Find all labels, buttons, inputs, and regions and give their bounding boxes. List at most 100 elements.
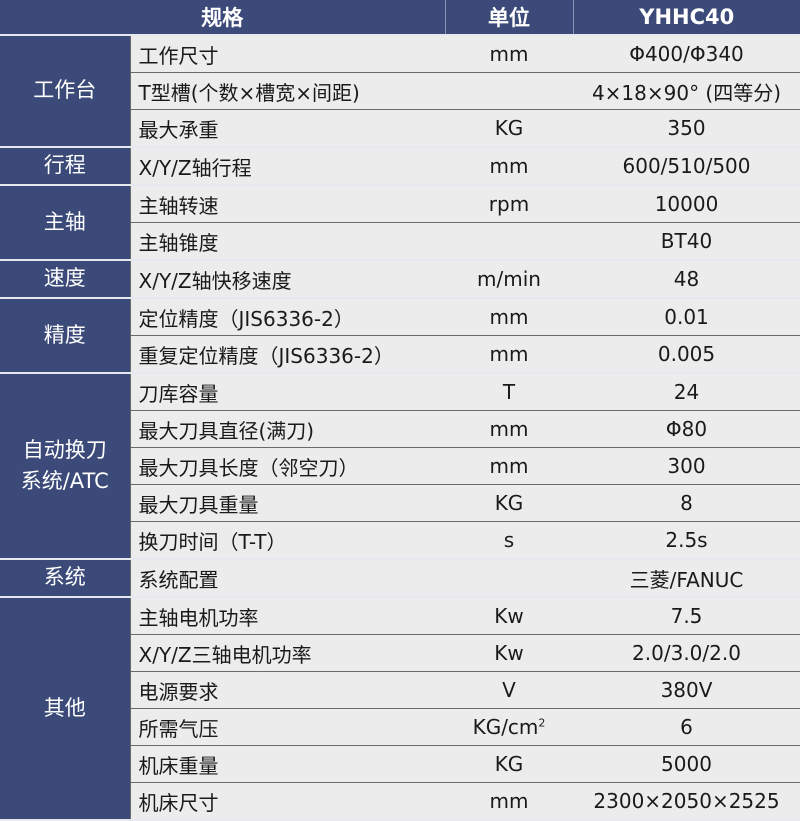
- unit-cell: KG: [445, 109, 573, 148]
- name-cell: 电源要求: [129, 671, 445, 709]
- name-cell: 机床尺寸: [129, 782, 445, 821]
- value-text: 7.5: [670, 604, 703, 628]
- unit-text: mm: [489, 342, 529, 366]
- unit-cell: mm: [445, 410, 573, 448]
- value-text: 2300×2050×2525: [593, 789, 780, 813]
- table-row: 电源要求 V 380V: [0, 671, 800, 709]
- unit-cell: m/min: [445, 260, 573, 299]
- name-cell: 系统配置: [129, 559, 445, 598]
- name-cell: 所需气压: [129, 708, 445, 746]
- value-text: 6: [680, 715, 693, 739]
- table-row: 其他 主轴电机功率 Kw 7.5: [0, 597, 800, 821]
- name-cell: 定位精度（JIS6336-2）: [129, 298, 445, 336]
- name-text: T型槽(个数×槽宽×间距): [138, 80, 360, 105]
- value-text: Φ80: [665, 417, 708, 441]
- value-text: 300: [667, 454, 706, 478]
- value-cell: 7.5: [573, 597, 800, 635]
- name-text: X/Y/Z轴行程: [138, 155, 252, 180]
- name-text: 最大刀具直径(满刀): [138, 418, 315, 443]
- unit-cell: [445, 222, 573, 261]
- name-cell: 最大刀具长度（邻空刀）: [129, 447, 445, 485]
- value-cell: 48: [573, 260, 800, 299]
- value-text: 三菱/FANUC: [629, 567, 744, 592]
- value-cell: 380V: [573, 671, 800, 709]
- unit-text: T: [502, 380, 516, 404]
- table-row: 主轴锥度 BT40: [0, 222, 800, 261]
- name-text: 最大刀具长度（邻空刀）: [138, 455, 359, 480]
- name-text: 主轴电机功率: [138, 605, 259, 630]
- value-cell: 0.005: [573, 335, 800, 374]
- value-cell: 6: [573, 708, 800, 746]
- name-cell: X/Y/Z轴行程: [129, 147, 445, 186]
- table-row: 自动换刀 系统/ATC 刀库容量 T 24: [0, 373, 800, 560]
- name-cell: T型槽(个数×槽宽×间距): [129, 72, 445, 110]
- unit-cell: Kw: [445, 634, 573, 672]
- unit-text: mm: [489, 42, 529, 66]
- name-text: 重复定位精度（JIS6336-2）: [138, 343, 394, 368]
- unit-cell: mm: [445, 147, 573, 186]
- value-cell: 350: [573, 109, 800, 148]
- unit-cell: T: [445, 373, 573, 411]
- table-row: 工作台 工作尺寸 mm Φ400/Φ340: [0, 35, 800, 148]
- name-cell: 工作尺寸: [129, 35, 445, 73]
- name-text: 换刀时间（T-T）: [138, 529, 287, 554]
- unit-text: mm: [489, 305, 529, 329]
- table-row: 所需气压 KG/cm2 6: [0, 708, 800, 746]
- unit-cell: KG: [445, 745, 573, 783]
- value-cell: 2.5s: [573, 521, 800, 560]
- name-cell: X/Y/Z三轴电机功率: [129, 634, 445, 672]
- unit-cell: [445, 559, 573, 598]
- table-row: T型槽(个数×槽宽×间距) 4×18×90° (四等分): [0, 72, 800, 110]
- unit-cell: mm: [445, 335, 573, 374]
- name-cell: 最大承重: [129, 109, 445, 148]
- unit-text: rpm: [488, 192, 530, 216]
- category-cell: 自动换刀 系统/ATC: [0, 373, 130, 560]
- category-cell: 主轴: [0, 185, 130, 261]
- value-text: 380V: [660, 678, 713, 702]
- name-cell: 主轴转速: [129, 185, 445, 223]
- name-text: X/Y/Z三轴电机功率: [138, 642, 312, 667]
- unit-superscript: 2: [538, 716, 546, 730]
- unit-text: mm: [489, 154, 529, 178]
- unit-cell: mm: [445, 298, 573, 336]
- name-text: 刀库容量: [138, 381, 219, 406]
- name-text: X/Y/Z轴快移速度: [138, 268, 292, 293]
- unit-cell: KG/cm2: [445, 708, 573, 746]
- name-text: 主轴锥度: [138, 230, 219, 255]
- table-row: 机床重量 KG 5000: [0, 745, 800, 783]
- name-text: 最大承重: [138, 117, 219, 142]
- name-cell: 最大刀具直径(满刀): [129, 410, 445, 448]
- table-row: 最大刀具长度（邻空刀） mm 300: [0, 447, 800, 485]
- unit-cell: KG: [445, 484, 573, 522]
- value-text: 600/510/500: [622, 154, 751, 178]
- name-text: 最大刀具重量: [138, 492, 259, 517]
- value-cell: 4×18×90° (四等分): [573, 72, 800, 110]
- table-row: 行程 X/Y/Z轴行程 mm 600/510/500: [0, 147, 800, 186]
- value-text: 10000: [654, 192, 719, 216]
- name-cell: 刀库容量: [129, 373, 445, 411]
- unit-text: Kw: [494, 604, 524, 628]
- table-row: 速度 X/Y/Z轴快移速度 m/min 48: [0, 260, 800, 299]
- name-cell: 机床重量: [129, 745, 445, 783]
- name-text: 机床尺寸: [138, 790, 219, 815]
- category-cell: 行程: [0, 147, 130, 186]
- table-row: 主轴 主轴转速 rpm 10000: [0, 185, 800, 261]
- value-cell: 5000: [573, 745, 800, 783]
- value-cell: 600/510/500: [573, 147, 800, 186]
- unit-text: m/min: [477, 267, 541, 291]
- table-row: 系统 系统配置 三菱/FANUC: [0, 559, 800, 598]
- value-text: BT40: [660, 229, 713, 253]
- category-cell: 系统: [0, 559, 130, 598]
- category-cell: 速度: [0, 260, 130, 299]
- unit-text: mm: [489, 789, 529, 813]
- name-text: 机床重量: [138, 753, 219, 778]
- value-cell: Φ80: [573, 410, 800, 448]
- table-row: 机床尺寸 mm 2300×2050×2525: [0, 782, 800, 821]
- unit-cell: s: [445, 521, 573, 560]
- value-cell: 24: [573, 373, 800, 411]
- unit-cell: mm: [445, 782, 573, 821]
- value-text: 5000: [661, 752, 712, 776]
- name-cell: 主轴锥度: [129, 222, 445, 261]
- unit-text: KG/cm: [472, 715, 539, 739]
